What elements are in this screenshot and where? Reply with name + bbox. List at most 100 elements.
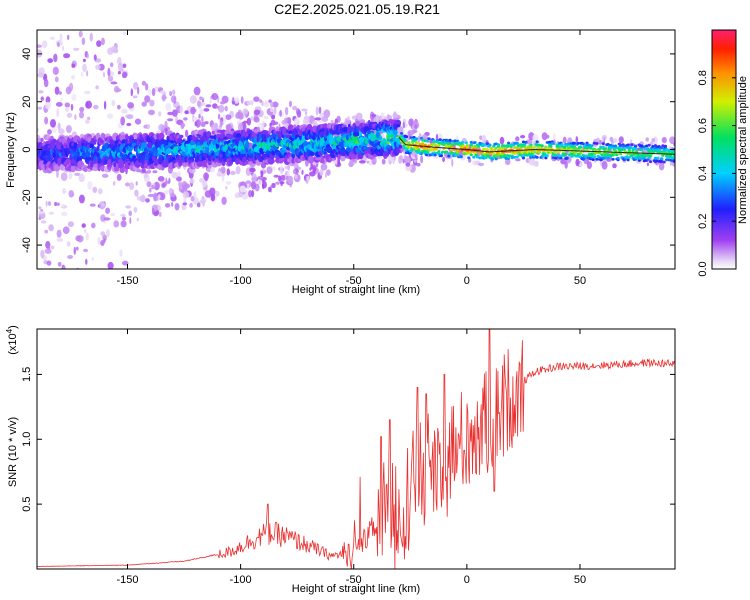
spectrogram-speck	[64, 102, 71, 108]
spectrogram-ridge-cell	[509, 143, 513, 147]
spectrogram-ridge-cell	[560, 143, 564, 147]
spectrogram-ridge-cell	[407, 141, 411, 145]
spectrogram-speck	[147, 123, 151, 130]
spectrogram-ridge-cell	[590, 153, 594, 156]
spectrogram-ridge-cell	[620, 147, 624, 151]
spectrogram-speck	[79, 111, 84, 119]
spectrogram-speck	[122, 71, 128, 79]
spectrogram-ridge-cell	[510, 156, 514, 160]
spectrogram-speck	[392, 113, 400, 119]
spectrogram-ridge-cell	[592, 155, 597, 159]
spectrogram-ridge-cell	[419, 152, 424, 156]
spectrogram-speck	[120, 116, 126, 126]
spectrogram-speck	[110, 45, 117, 53]
spectrogram-speck	[586, 161, 593, 170]
spectrogram-speck	[402, 158, 405, 164]
spectrogram-ridge-cell	[405, 135, 409, 139]
spectrogram-speck	[330, 119, 334, 124]
spectrogram-speck	[85, 258, 88, 265]
spectrogram-speck	[380, 112, 385, 119]
spectrogram-speck	[246, 183, 250, 190]
spectrogram-speck	[126, 114, 134, 120]
spectrogram-speck	[182, 202, 187, 206]
spectrogram-ridge-cell	[590, 144, 594, 148]
spectrogram-ridge-cell	[437, 143, 441, 147]
spectrogram-speck	[158, 111, 162, 117]
spectrogram-speck	[110, 81, 118, 85]
spectrogram-ridge-cell	[206, 131, 212, 138]
colorbar-tick-label: 0.8	[697, 70, 709, 85]
spectrogram-speck	[239, 185, 247, 193]
spectrogram-ridge-cell	[647, 143, 651, 147]
spectrogram-speck	[201, 115, 204, 123]
spectrogram-speck	[175, 176, 182, 182]
snr-ytick-label: 1.5	[21, 367, 33, 382]
spectrogram-xtick-label: 0	[464, 275, 470, 287]
spectrogram-xtick-label: 50	[574, 275, 586, 287]
spectrogram-ridge-cell	[378, 135, 383, 141]
spectrogram-ridge-cell	[490, 148, 494, 152]
spectrogram-ridge-cell	[546, 151, 551, 155]
spectrogram-xtick-label: -50	[346, 275, 362, 287]
spectrogram-ridge-cell	[489, 151, 493, 155]
spectrogram-speck	[101, 202, 105, 207]
spectrogram-ridge-cell	[235, 133, 242, 138]
spectrogram-speck	[160, 90, 165, 95]
spectrogram-ridge-cell	[661, 144, 665, 148]
spectrogram-speck	[189, 202, 193, 208]
spectrogram-ridge-cell	[392, 129, 398, 136]
spectrogram-speck	[121, 216, 127, 221]
spectrogram-ridge-cell	[414, 137, 419, 141]
spectrogram-speck	[225, 114, 232, 120]
spectrogram-speck	[105, 229, 110, 238]
spectrogram-ridge-cell	[68, 135, 73, 139]
spectrogram-ridge-cell	[579, 145, 583, 149]
spectrogram-speck	[71, 63, 76, 68]
spectrogram-speck	[62, 265, 66, 269]
spectrogram-speck	[148, 109, 155, 116]
snr-xtick-label: -100	[230, 574, 252, 586]
spectrogram-speck	[92, 186, 98, 193]
spectrogram-ridge-cell	[131, 138, 139, 143]
spectrogram-ridge-cell	[451, 143, 455, 146]
spectrogram-speck	[161, 94, 166, 102]
spectrogram-ridge-cell	[630, 143, 634, 147]
spectrogram-speck	[204, 173, 209, 182]
spectrogram-speck	[57, 261, 62, 267]
spectrogram-speck	[136, 217, 140, 222]
spectrogram-speck	[45, 96, 51, 104]
spectrogram-speck	[48, 224, 54, 232]
spectrogram-speck	[102, 234, 107, 242]
spectrogram-speck	[149, 99, 155, 107]
spectrogram-speck	[661, 137, 667, 144]
spectrogram-speck	[248, 190, 252, 198]
spectrogram-speck	[40, 96, 45, 101]
spectrogram-speck	[97, 188, 103, 195]
spectrogram-speck	[68, 190, 74, 198]
spectrogram-speck	[225, 185, 228, 190]
spectrogram-speck	[221, 196, 227, 205]
spectrogram-ridge-cell	[531, 150, 536, 154]
spectrogram-speck	[312, 120, 318, 126]
spectrogram-ridge-cell	[614, 149, 618, 153]
spectrogram-speck	[209, 99, 212, 104]
spectrogram-cells	[37, 30, 675, 275]
spectrogram-speck	[224, 105, 228, 112]
snr-ticks: -150 -100 -50 0 50 0.5 1.0 1.5	[21, 329, 675, 586]
spectrogram-speck	[168, 177, 171, 184]
spectrogram-ridge-cell	[513, 155, 517, 159]
snr-multiplier-exponent: 4	[5, 328, 14, 333]
spectrogram-ridge-cell	[538, 150, 542, 154]
spectrogram-speck	[53, 53, 58, 63]
spectrogram-speck	[562, 136, 567, 144]
spectrogram-speck	[58, 128, 65, 135]
spectrogram-speck	[612, 138, 618, 144]
spectrogram-speck	[42, 272, 46, 275]
spectrogram-speck	[153, 181, 160, 191]
spectrogram-ridge-cell	[472, 155, 476, 159]
spectrogram-speck	[109, 62, 114, 68]
spectrogram-speck	[167, 118, 174, 122]
spectrogram-ridge-cell	[447, 154, 451, 158]
spectrogram-ridge-cell	[632, 153, 636, 156]
spectrogram-speck	[144, 95, 151, 103]
